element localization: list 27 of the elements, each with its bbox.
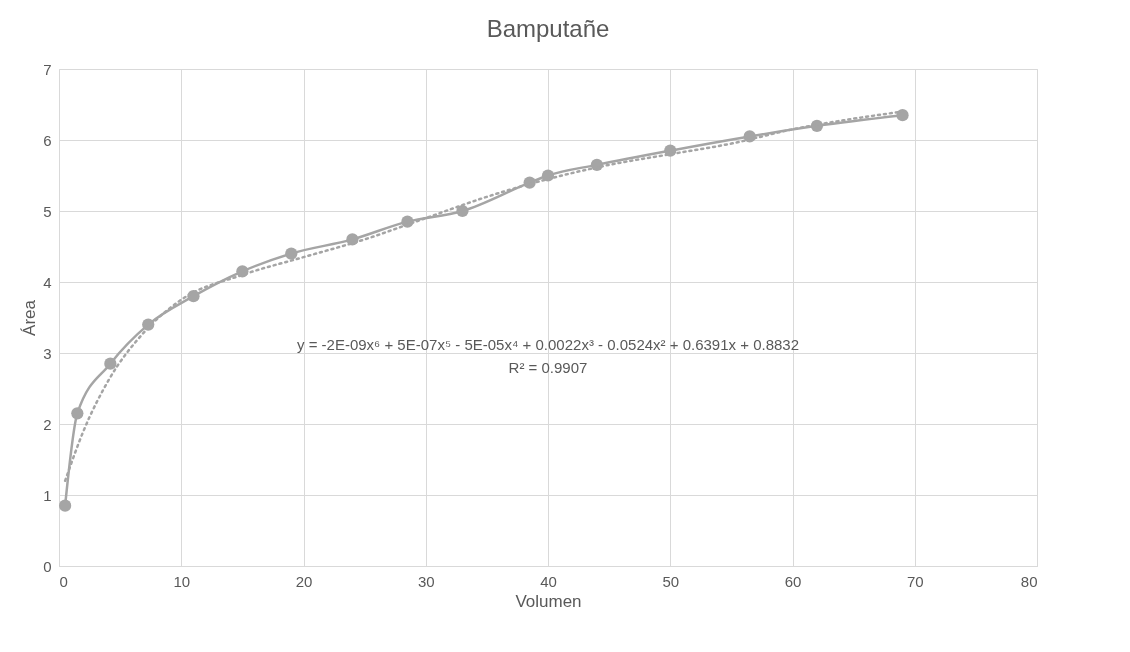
y-tick-label: 2 [43,415,52,433]
y-tick-label: 4 [43,273,52,291]
y-tick-label: 1 [43,486,52,504]
chart-title: Bamputañe [486,15,610,42]
point [285,247,298,260]
point [71,407,84,420]
x-tick-label: 80 [1020,572,1038,590]
x-axis-title: Volumen [515,591,582,611]
point [58,499,72,512]
x-tick-label: 40 [540,572,557,590]
x-tick-label: 0 [59,572,68,590]
annotation: R² = 0.9907 [508,358,588,376]
point [456,204,469,218]
x-tick-label: 60 [784,572,802,590]
y-tick-label: 5 [43,202,52,220]
x-tick-label: 50 [662,572,680,590]
annotation: y = -2E-09x⁶ + 5E-07x⁵ - 5E-05x⁴ + 0.0022x³ - 0.0524x² + 0.6391x + 0.8832 [296,335,800,353]
y-tick-label: 7 [43,60,52,78]
x-tick-label: 30 [417,572,435,590]
y-axis-title: Área [20,299,40,336]
x-tick-label: 20 [295,572,313,590]
x-tick-label: 70 [906,572,924,590]
y-tick-label: 6 [43,131,52,149]
x-tick-label: 10 [173,572,191,590]
y-tick-label: 3 [43,344,52,362]
y-tick-label: 0 [43,557,52,575]
point [104,357,117,370]
